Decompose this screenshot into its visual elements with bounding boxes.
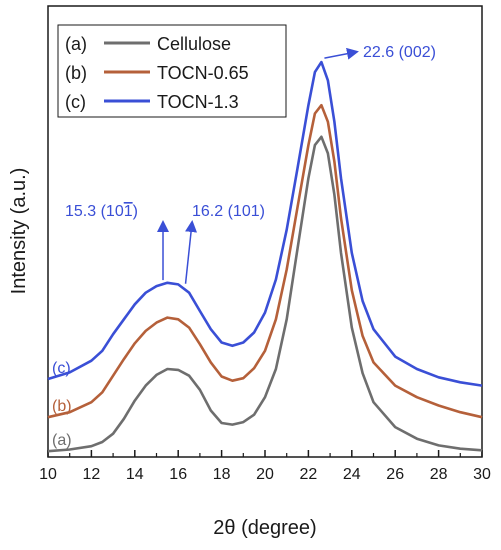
x-tick-label: 26 [386, 466, 404, 483]
annotations: 22.6 (002) 15.3 (101) 16.2 (101) [65, 44, 436, 284]
curve-label-3: (c) [52, 360, 71, 377]
legend-label-3: TOCN-1.3 [157, 92, 239, 112]
legend-label-1: Cellulose [157, 34, 231, 54]
annotation-arrow-101 [184, 220, 198, 284]
x-tick-label: 24 [343, 466, 361, 483]
y-axis-title: Intensity (a.u.) [8, 168, 30, 295]
series-line-3 [47, 60, 483, 387]
legend-key-1: (a) [65, 34, 87, 54]
legend-label-2: TOCN-0.65 [157, 63, 249, 83]
legend: (a) Cellulose (b) TOCN-0.65 (c) TOCN-1.3 [57, 24, 287, 118]
x-tick-label: 28 [430, 466, 448, 483]
curve-label-2: (b) [52, 398, 72, 415]
x-tick-label: 20 [256, 466, 274, 483]
legend-key-3: (c) [65, 92, 86, 112]
overline-digit: 1 [124, 203, 133, 220]
x-tick-label: 22 [300, 466, 318, 483]
curve-labels: (a) (b) (c) [52, 360, 72, 449]
x-tick-label: 30 [473, 466, 491, 483]
curve-label-1: (a) [52, 432, 72, 449]
annotation-101: 16.2 (101) [192, 203, 265, 220]
annotation-002: 22.6 (002) [363, 44, 436, 61]
curves [47, 60, 483, 453]
x-axis-title: 2θ (degree) [213, 517, 316, 539]
series-line-2 [47, 103, 483, 419]
legend-key-2: (b) [65, 63, 87, 83]
x-ticks: 10 12 14 16 18 20 22 24 26 28 30 [39, 450, 491, 483]
x-tick-label: 14 [126, 466, 144, 483]
x-tick-label: 18 [213, 466, 231, 483]
legend-box [57, 24, 287, 118]
x-tick-label: 10 [39, 466, 57, 483]
x-tick-label: 16 [169, 466, 187, 483]
annotation-arrow-002 [324, 47, 359, 60]
series-line-1 [47, 135, 483, 453]
annotation-10-1: 15.3 (101) [65, 203, 138, 220]
x-tick-label: 12 [83, 466, 101, 483]
